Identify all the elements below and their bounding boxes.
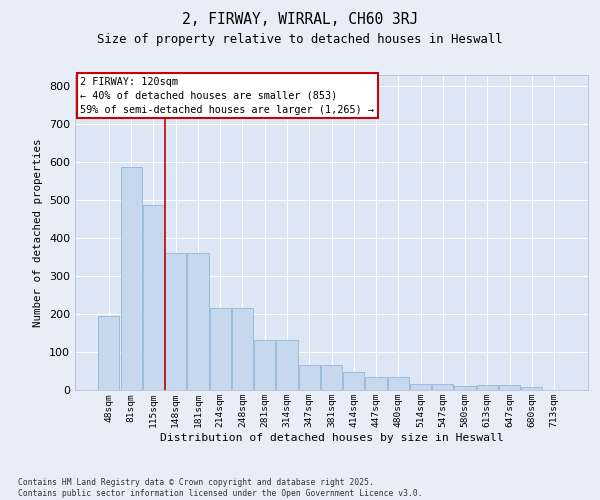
Bar (98, 316, 119, 390)
Bar (165, 254, 186, 390)
Bar (277, 340, 298, 390)
Bar (143, 205, 164, 390)
Bar (121, 167, 142, 390)
Bar (187, 254, 209, 390)
Bar (477, 386, 498, 390)
Bar (365, 376, 386, 390)
Bar (321, 364, 342, 390)
Y-axis label: Number of detached properties: Number of detached properties (34, 138, 43, 327)
Bar (388, 376, 409, 390)
Bar (343, 372, 364, 390)
Bar (410, 384, 431, 390)
Bar (499, 386, 520, 390)
Bar (232, 308, 253, 390)
Bar (432, 384, 454, 390)
Bar (209, 308, 231, 390)
Bar (521, 388, 542, 390)
Text: Size of property relative to detached houses in Heswall: Size of property relative to detached ho… (97, 32, 503, 46)
X-axis label: Distribution of detached houses by size in Heswall: Distribution of detached houses by size … (160, 433, 503, 443)
Text: Contains HM Land Registry data © Crown copyright and database right 2025.
Contai: Contains HM Land Registry data © Crown c… (18, 478, 422, 498)
Text: 2 FIRWAY: 120sqm
← 40% of detached houses are smaller (853)
59% of semi-detached: 2 FIRWAY: 120sqm ← 40% of detached house… (80, 76, 374, 114)
Text: 2, FIRWAY, WIRRAL, CH60 3RJ: 2, FIRWAY, WIRRAL, CH60 3RJ (182, 12, 418, 28)
Bar (254, 340, 275, 390)
Bar (454, 386, 476, 390)
Bar (299, 364, 320, 390)
